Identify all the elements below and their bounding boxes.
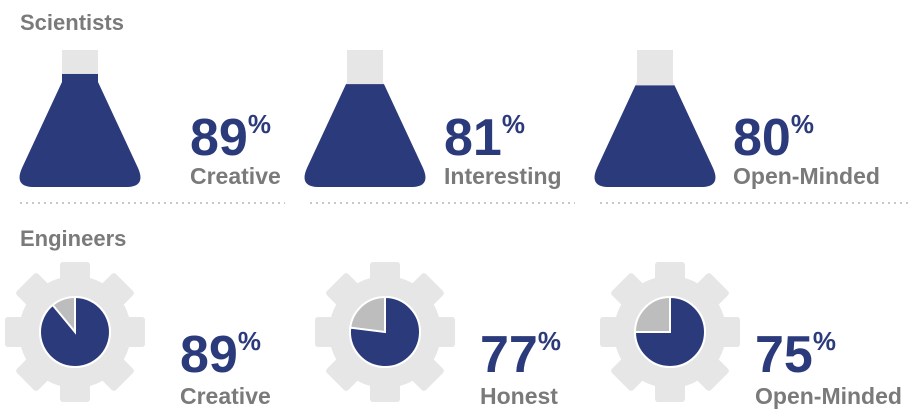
gear-tooth	[16, 273, 52, 309]
pie-slice	[349, 295, 421, 368]
gear-tooth	[693, 355, 729, 391]
gear	[315, 262, 455, 402]
item-label: Open-Minded	[755, 383, 902, 409]
gear-tooth	[600, 317, 624, 347]
gear-tooth	[655, 262, 685, 286]
gear-tooth	[5, 317, 29, 347]
gear-tooth	[408, 355, 444, 391]
value: 81%	[444, 109, 525, 167]
value-number: 80	[733, 109, 791, 167]
value: 77%	[480, 326, 561, 384]
value-unit: %	[248, 109, 271, 139]
flask	[594, 50, 716, 187]
value-unit: %	[238, 326, 261, 356]
value-unit: %	[502, 109, 525, 139]
value: 80%	[733, 109, 814, 167]
gear-tooth	[98, 273, 134, 309]
value-number: 89	[180, 326, 238, 384]
item-label: Honest	[480, 383, 558, 409]
group-title: Scientists	[20, 10, 124, 35]
flask-fill	[304, 84, 426, 187]
group-title: Engineers	[20, 226, 126, 251]
value-number: 89	[190, 109, 248, 167]
gear-tooth	[408, 273, 444, 309]
gear-tooth	[326, 273, 362, 309]
gear-tooth	[326, 355, 362, 391]
gear-tooth	[655, 378, 685, 402]
value-number: 77	[480, 326, 538, 384]
pie-slice	[39, 295, 111, 368]
flask-fill	[19, 73, 141, 187]
gear	[600, 262, 740, 402]
gear-tooth	[611, 273, 647, 309]
flask	[304, 50, 426, 187]
gear	[5, 262, 145, 402]
value-unit: %	[538, 326, 561, 356]
gear-tooth	[60, 378, 90, 402]
value: 89%	[180, 326, 261, 384]
pie-slice	[633, 295, 706, 368]
gear-tooth	[716, 317, 740, 347]
gear-tooth	[370, 262, 400, 286]
gear-tooth	[16, 355, 52, 391]
gear-tooth	[98, 355, 134, 391]
gear-tooth	[60, 262, 90, 286]
item-label: Open-Minded	[733, 163, 880, 189]
flask	[19, 50, 141, 187]
value-number: 81	[444, 109, 502, 167]
item-label: Interesting	[444, 163, 562, 189]
gear-tooth	[121, 317, 145, 347]
gear-tooth	[431, 317, 455, 347]
value-unit: %	[813, 326, 836, 356]
item-label: Creative	[190, 163, 281, 189]
value-number: 75	[755, 326, 813, 384]
value: 89%	[190, 109, 271, 167]
gear-tooth	[693, 273, 729, 309]
gear-tooth	[370, 378, 400, 402]
gear-tooth	[315, 317, 339, 347]
value: 75%	[755, 326, 836, 384]
value-unit: %	[791, 109, 814, 139]
flask-fill	[594, 85, 716, 187]
gear-tooth	[611, 355, 647, 391]
item-label: Creative	[180, 383, 271, 409]
